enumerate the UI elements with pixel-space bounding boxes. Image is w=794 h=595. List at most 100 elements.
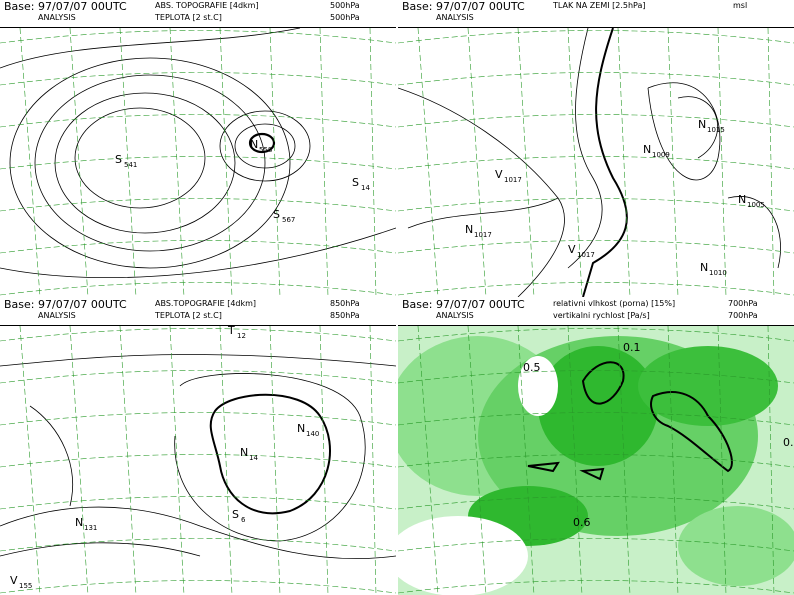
panel: Base: 97/07/07 00UTC relativni vlhkost (…: [398, 298, 794, 595]
map-label-value: 6: [241, 516, 246, 524]
map-label: N: [297, 422, 305, 435]
parallel: [398, 156, 794, 170]
meridian: [667, 28, 679, 297]
meridian: [19, 326, 41, 595]
map-label: V: [568, 243, 576, 256]
parallel: [398, 370, 794, 384]
title: ABS. TOPOGRAFIE [4dkm]: [155, 1, 259, 10]
subtitle: ANALYSIS: [436, 13, 474, 22]
contours: [398, 28, 781, 297]
subtitle: ANALYSIS: [38, 311, 76, 320]
title2: TEPLOTA [2 st.C]: [155, 311, 222, 320]
map-label: S: [273, 208, 280, 221]
map-label: V: [10, 574, 18, 587]
parallel: [0, 282, 396, 296]
map-label-value: 140: [306, 430, 319, 438]
parallel: [398, 240, 794, 254]
meridian: [617, 28, 631, 297]
meridian: [467, 28, 487, 297]
parallel: [398, 538, 794, 552]
humidity: [398, 326, 794, 595]
panel: Base: 97/07/07 00UTC ABS.TOPOGRAFIE [4dk…: [0, 298, 396, 595]
map-label-value: 14: [249, 454, 258, 462]
map-label-value: 12: [237, 332, 246, 340]
map-label: N: [700, 261, 708, 274]
title: ABS.TOPOGRAFIE [4dkm]: [155, 299, 257, 308]
parallel: [0, 496, 396, 510]
meridian: [19, 28, 41, 297]
map-label-value: 558: [259, 146, 272, 154]
parallel: [398, 282, 794, 296]
level: 500hPa: [330, 1, 360, 10]
contours: [0, 354, 396, 560]
contours: [0, 28, 396, 279]
parallel: [398, 30, 794, 44]
header: Base: 97/07/07 00UTC ABS.TOPOGRAFIE [4dk…: [0, 298, 396, 324]
parallel: [398, 72, 794, 86]
parallel: [0, 538, 396, 552]
contours: [527, 361, 733, 481]
parallel: [398, 454, 794, 468]
map-label-value: 1009: [652, 151, 670, 159]
header: Base: 97/07/07 00UTC TLAK NA ZEMI [2.5hP…: [398, 0, 794, 26]
level2: 700hPa: [728, 311, 758, 320]
level: msl: [733, 1, 748, 10]
map-label-value: 1017: [504, 176, 522, 184]
subtitle: ANALYSIS: [436, 311, 474, 320]
meridian: [269, 326, 281, 595]
header: Base: 97/07/07 00UTC ABS. TOPOGRAFIE [4d…: [0, 0, 396, 26]
map-label: V: [495, 168, 503, 181]
meridian: [119, 326, 137, 595]
map-label: N: [240, 446, 248, 459]
meridian: [369, 326, 377, 595]
map-label: N: [75, 516, 83, 529]
level: 850hPa: [330, 299, 360, 308]
meridian: [767, 28, 775, 297]
map-label-value: 1010: [709, 269, 727, 277]
meridian: [319, 326, 329, 595]
parallel: [0, 30, 396, 44]
meridian: [219, 28, 233, 297]
map-label-value: 1005: [747, 201, 765, 209]
meridian: [69, 326, 89, 595]
map-label-value: 1015: [707, 126, 725, 134]
parallel: [398, 114, 794, 128]
parallel: [0, 240, 396, 254]
meridian: [169, 326, 185, 595]
meridian: [69, 28, 89, 297]
meridian: [219, 326, 233, 595]
panel: Base: 97/07/07 00UTC ABS. TOPOGRAFIE [4d…: [0, 0, 396, 297]
map-label: N: [250, 138, 258, 151]
map-label: S: [115, 153, 122, 166]
parallel: [0, 328, 396, 342]
level2: 500hPa: [330, 13, 360, 22]
map-label: 0.5: [523, 361, 541, 374]
parallel: [398, 580, 794, 594]
map-label: T: [227, 325, 235, 337]
parallel: [0, 198, 396, 212]
meridian: [169, 28, 185, 297]
map-label-value: 14: [361, 184, 370, 192]
meridian: [717, 28, 727, 297]
meridian: [269, 28, 281, 297]
title: TLAK NA ZEMI [2.5hPa]: [553, 1, 646, 10]
title2: TEPLOTA [2 st.C]: [155, 13, 222, 22]
base: Base: 97/07/07 00UTC: [4, 0, 127, 13]
title2: vertikalni rychlost [Pa/s]: [553, 311, 650, 320]
map-label-value: 155: [19, 582, 32, 590]
map-label-value: 1017: [577, 251, 595, 259]
map-label-value: 567: [282, 216, 295, 224]
level: 700hPa: [728, 299, 758, 308]
parallel: [0, 370, 396, 384]
parallel: [0, 412, 396, 426]
meridian: [369, 28, 377, 297]
base: Base: 97/07/07 00UTC: [402, 0, 525, 13]
base: Base: 97/07/07 00UTC: [4, 298, 127, 311]
map-label: N: [465, 223, 473, 236]
parallel: [0, 454, 396, 468]
meridian: [417, 28, 439, 297]
